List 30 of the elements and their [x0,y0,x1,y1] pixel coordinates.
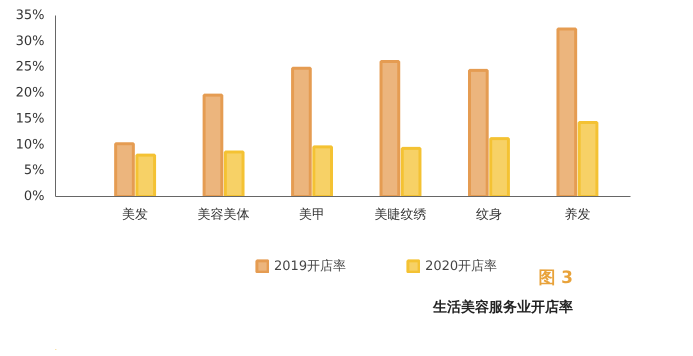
x-tick-label: 美甲 [299,206,326,222]
x-tick-label: 美睫纹绣 [374,206,426,222]
x-tick-label: 纹身 [476,208,502,222]
bar [291,66,312,196]
text: 生活美容服务业开店率 [432,298,573,316]
caption: 图 3 [538,268,574,288]
bar [380,60,400,196]
y-tick-label: 5% [24,163,44,178]
bar [135,154,156,196]
y-tick-label: 30% [16,34,45,49]
y-tick-label: 35% [16,8,45,23]
bar [489,137,510,196]
bar [224,150,245,196]
y-tick-label: 20% [16,86,45,101]
bar [400,146,422,196]
bar [556,27,578,196]
x-tick-label: 养发 [564,206,590,222]
legend-label: 2019开店率 [274,258,346,275]
bar [202,94,224,196]
bar [578,121,598,196]
y-tick-label: 25% [16,60,45,75]
y-tick-label: 10% [16,137,45,152]
bar [114,142,135,196]
y-tick-label: 0% [24,189,44,204]
y-tick-label: 15% [16,111,45,126]
bar [468,68,489,196]
bar [312,145,333,196]
x-tick-label: 美容美体 [198,206,250,222]
x-tick-label: 美发 [122,206,148,222]
legend-label: 2020开店率 [425,258,498,275]
